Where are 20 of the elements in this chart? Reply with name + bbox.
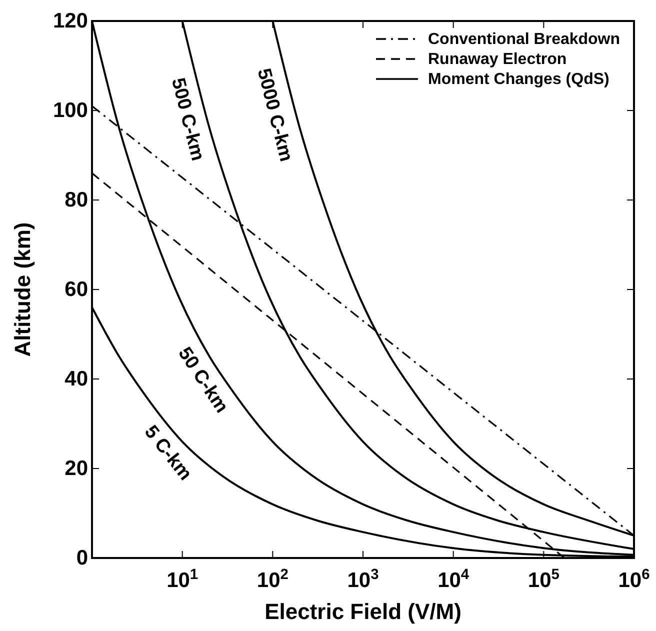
y-tick-label: 0: [76, 546, 88, 570]
y-tick-label: 120: [52, 10, 88, 33]
annotation: 5000 C-km: [253, 66, 297, 164]
x-tick-label: 10$^{4}$: [438, 566, 470, 592]
legend-label: Conventional Breakdown: [428, 30, 620, 48]
y-tick-label: 80: [64, 188, 88, 212]
y-tick-label: 60: [64, 278, 88, 302]
annotation: 500 C-km: [167, 76, 208, 163]
y-tick-label: 20: [64, 457, 88, 480]
y-axis-title: Altitude (km): [10, 222, 35, 357]
x-tick-label: 10$^{2}$: [256, 566, 288, 592]
x-axis-title: Electric Field (V/M): [264, 599, 462, 624]
x-tick-label: 10$^{6}$: [618, 566, 650, 592]
y-tick-label: 40: [64, 368, 88, 391]
x-tick-label: 10$^{3}$: [347, 566, 379, 592]
x-tick-label: 10$^{5}$: [528, 566, 560, 592]
legend-label: Moment Changes (QdS): [428, 70, 610, 88]
legend-label: Runaway Electron: [428, 50, 567, 68]
y-tick-label: 100: [52, 99, 88, 122]
x-tick-label: 10$^{1}$: [166, 566, 198, 592]
